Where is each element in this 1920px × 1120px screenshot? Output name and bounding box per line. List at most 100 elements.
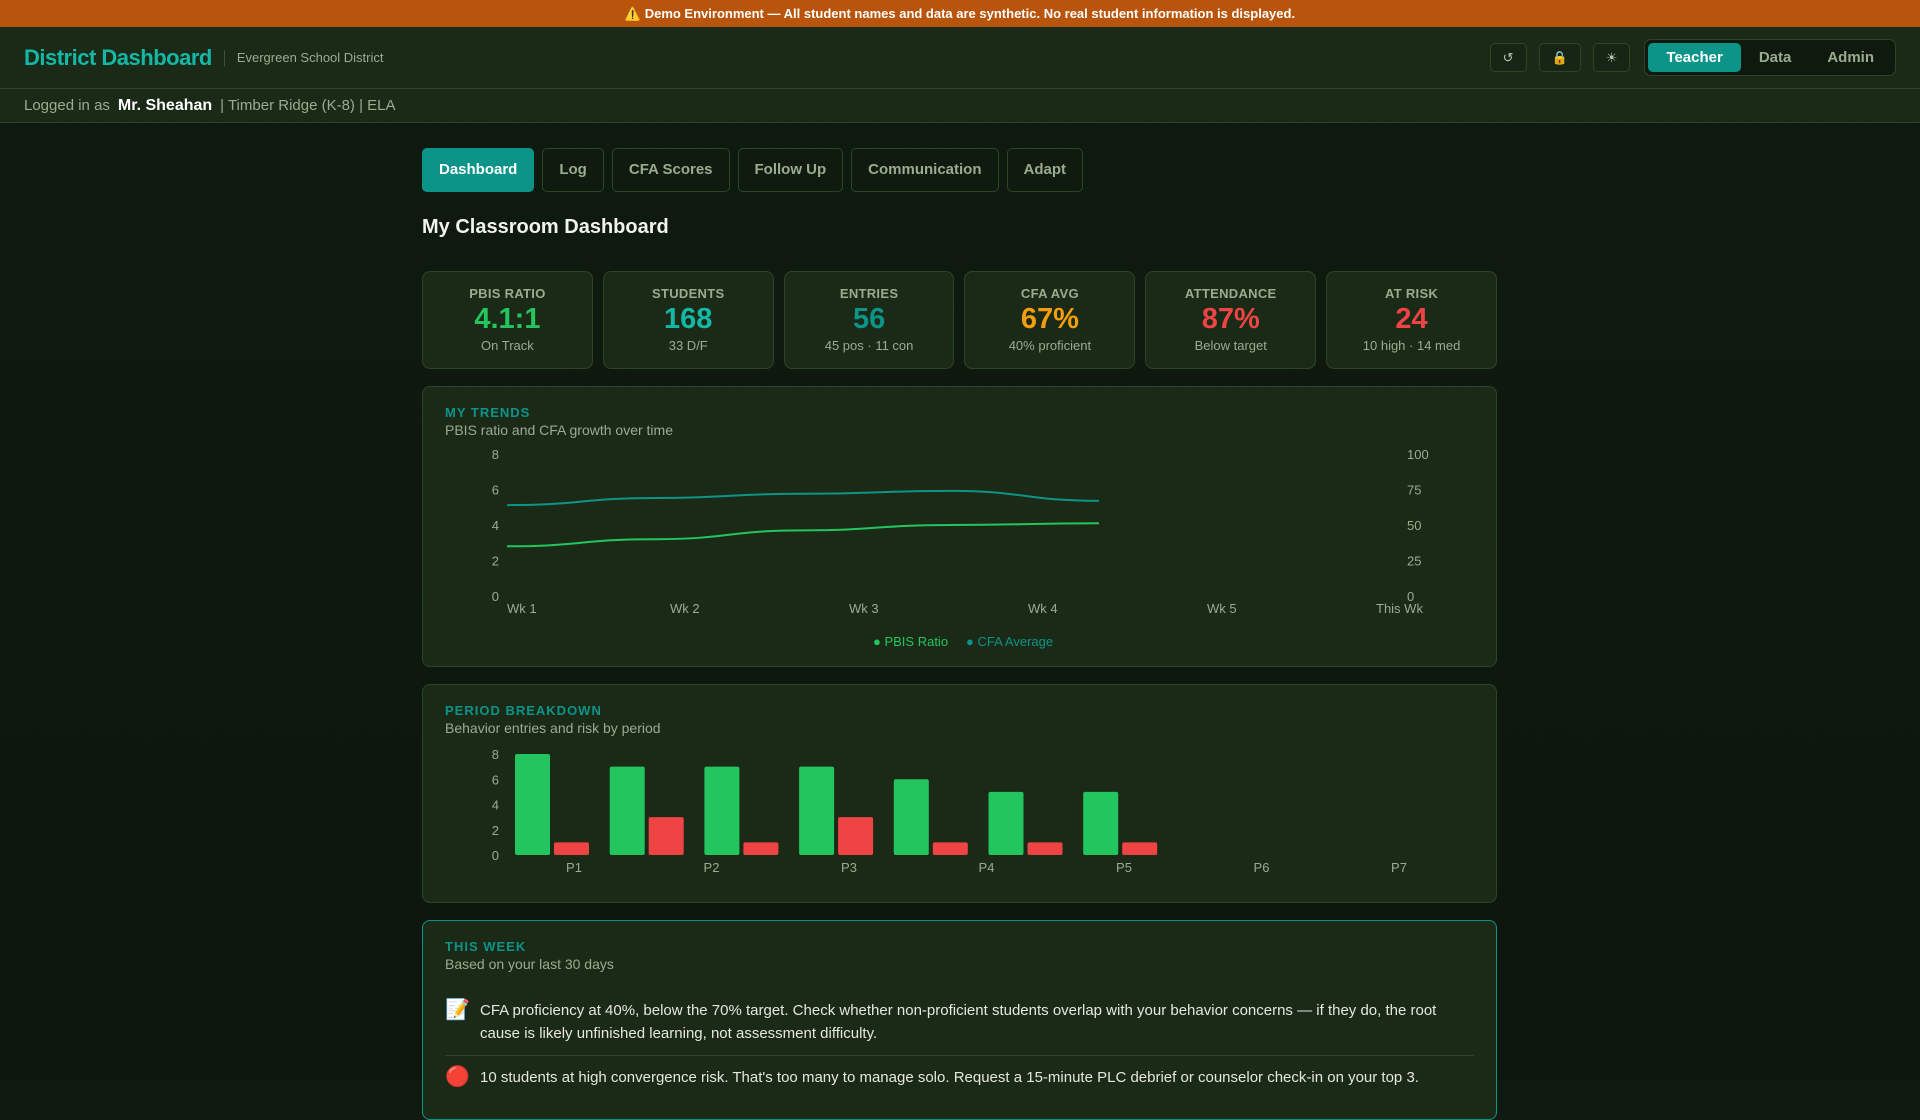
y-tick-right: 25 (1407, 554, 1421, 569)
x-tick: P6 (1254, 860, 1270, 875)
tab-communication[interactable]: Communication (851, 148, 999, 192)
kpi-value: 56 (852, 303, 886, 335)
x-tick: Wk 5 (1207, 601, 1237, 616)
kpi-label: AT RISK (1384, 286, 1439, 301)
kpi-card: AT RISK 24 10 high · 14 med (1326, 271, 1497, 369)
y-tick: 6 (492, 772, 499, 787)
tab-log[interactable]: Log (542, 148, 604, 192)
x-tick: P2 (704, 860, 720, 875)
refresh-icon[interactable]: ↺ (1489, 43, 1527, 72)
kpi-label: CFA AVG (1020, 286, 1079, 301)
legend-item: ● PBIS Ratio (873, 634, 948, 649)
period-title: PERIOD BREAKDOWN (445, 703, 602, 718)
risk-bar (1027, 842, 1063, 855)
this-week-subtitle: Based on your last 30 days (445, 956, 614, 972)
role-switcher: Teacher Data Admin (1644, 39, 1896, 76)
risk-bar (1122, 842, 1158, 855)
red-circle-icon: 🔴 (445, 1066, 470, 1088)
lock-icon[interactable]: 🔒 (1538, 43, 1581, 72)
user-name: Mr. Sheahan (117, 96, 213, 114)
legend-item: ● CFA Average (966, 634, 1053, 649)
logged-in-label: Logged in as (24, 97, 110, 114)
y-tick: 8 (492, 747, 499, 762)
this-week-panel: THIS WEEK Based on your last 30 days 📝 C… (422, 920, 1497, 1120)
header: District Dashboard Evergreen School Dist… (0, 27, 1920, 89)
role-data[interactable]: Data (1758, 49, 1792, 66)
tab-bar: Dashboard Log CFA Scores Follow Up Commu… (422, 148, 1497, 192)
y-tick-right: 75 (1407, 483, 1421, 498)
kpi-card: STUDENTS 168 33 D/F (602, 271, 774, 369)
period-subtitle: Behavior entries and risk by period (445, 720, 661, 736)
tab-follow-up[interactable]: Follow Up (737, 148, 844, 192)
kpi-label: STUDENTS (652, 286, 725, 301)
risk-bar (838, 817, 874, 855)
kpi-card: PBIS RATIO 4.1:1 On Track (422, 271, 593, 369)
entries-bar (1083, 791, 1119, 855)
entries-bar (704, 766, 740, 855)
theme-toggle-icon[interactable]: ☀ (1592, 43, 1631, 72)
trends-panel: MY TRENDS PBIS ratio and CFA growth over… (422, 386, 1497, 667)
entries-bar (988, 791, 1024, 855)
period-chart: 8 6 4 2 0 P1 P2 P3 P4 P5 P6 P7 (492, 747, 1407, 875)
kpi-value: 67% (1020, 303, 1079, 335)
y-tick: 2 (492, 823, 499, 838)
x-tick: This Wk (1376, 601, 1423, 616)
risk-bar (743, 842, 779, 855)
y-tick-left: 0 (492, 589, 499, 604)
divider (223, 49, 225, 66)
district-name: Evergreen School District (236, 50, 384, 65)
trends-title: MY TRENDS (445, 405, 531, 420)
kpi-value: 87% (1201, 303, 1260, 335)
x-tick: P1 (566, 860, 582, 875)
entries-bar (799, 766, 835, 855)
insight-item: 🔴 10 students at high convergence risk. … (445, 1056, 1474, 1099)
this-week-title: THIS WEEK (445, 939, 527, 954)
kpi-value: 4.1:1 (474, 303, 541, 335)
user-bar: Logged in as Mr. Sheahan | Timber Ridge … (0, 89, 1920, 123)
x-tick: Wk 3 (849, 601, 879, 616)
tab-cfa-scores[interactable]: CFA Scores (611, 148, 730, 192)
trends-chart: 8 100 6 75 4 50 2 25 0 0 Wk 1 Wk 2 Wk 3 Wk 4 Wk 5 This … (492, 447, 1429, 649)
kpi-value: 24 (1395, 303, 1428, 335)
y-tick-right: 100 (1407, 447, 1429, 462)
kpi-value: 168 (664, 303, 713, 335)
tab-dashboard[interactable]: Dashboard (422, 148, 535, 192)
kpi-label: ATTENDANCE (1184, 286, 1277, 301)
kpi-sub: On Track (481, 338, 534, 353)
y-tick-right: 0 (1407, 589, 1414, 604)
x-tick: P4 (979, 860, 995, 875)
y-tick-left: 6 (492, 483, 499, 498)
entries-bar (893, 779, 929, 855)
x-tick: P5 (1116, 860, 1132, 875)
kpi-sub: 33 D/F (668, 338, 708, 353)
x-tick: Wk 1 (507, 601, 537, 616)
role-teacher[interactable]: Teacher (1648, 43, 1741, 72)
x-tick: P7 (1391, 860, 1407, 875)
y-tick: 4 (492, 798, 499, 813)
risk-bar (932, 842, 968, 855)
y-tick-left: 8 (492, 447, 499, 462)
series-line-pbis-ratio (506, 522, 1100, 548)
kpi-card: ENTRIES 56 45 pos · 11 con (783, 271, 955, 369)
risk-bar (648, 817, 684, 855)
tab-adapt[interactable]: Adapt (1006, 148, 1084, 192)
app-title[interactable]: District Dashboard (24, 44, 212, 70)
role-admin[interactable]: Admin (1827, 49, 1874, 66)
y-tick-left: 4 (492, 518, 499, 533)
kpi-sub: 45 pos · 11 con (824, 338, 914, 353)
entries-bar (515, 754, 550, 855)
insight-text: CFA proficiency at 40%, below the 70% ta… (480, 1002, 1437, 1042)
kpi-label: PBIS RATIO (469, 286, 546, 301)
kpi-cards: PBIS RATIO 4.1:1 On Track STUDENTS 168 33… (422, 271, 1497, 369)
insight-text: 10 students at high convergence risk. Th… (480, 1069, 1419, 1086)
series-line-cfa-average (506, 489, 1100, 507)
kpi-card: CFA AVG 67% 40% proficient (964, 271, 1136, 369)
period-panel: PERIOD BREAKDOWN Behavior entries and ri… (422, 684, 1497, 903)
kpi-sub: Below target (1194, 338, 1267, 353)
kpi-sub: 10 high · 14 med (1362, 338, 1461, 353)
demo-banner: ⚠️ Demo Environment — All student names … (0, 0, 1920, 27)
x-tick: P3 (841, 860, 857, 875)
x-tick: Wk 4 (1028, 601, 1058, 616)
risk-bar (554, 842, 589, 855)
x-tick: Wk 2 (670, 601, 700, 616)
